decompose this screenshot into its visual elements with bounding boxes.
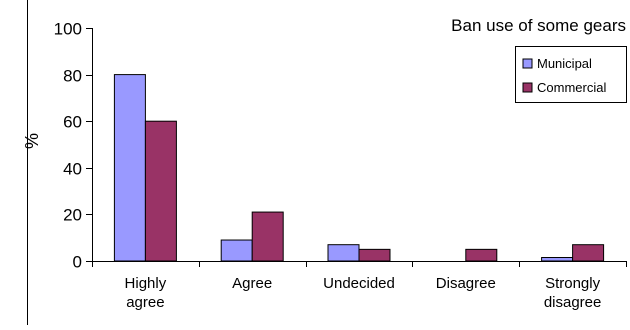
legend-label: Municipal: [537, 56, 592, 71]
y-tick-label: 60: [63, 113, 82, 132]
bar-commercial: [144, 120, 177, 262]
bar-municipal: [220, 239, 253, 262]
x-tick-label: Disagree: [436, 275, 496, 292]
y-tick-label: 20: [63, 206, 82, 225]
axes: 0 20 40 60 80 100 Highly agree Agree Undecided Dis…: [27, 0, 627, 325]
x-tick-label: agree: [126, 294, 164, 311]
legend-swatch: [522, 82, 533, 93]
x-tick-label: Strongly: [545, 275, 601, 292]
bar-commercial: [572, 244, 605, 262]
y-axis-label: %: [22, 133, 42, 149]
y-tick-label: 100: [54, 20, 82, 39]
bar-municipal: [113, 74, 146, 262]
chart-title: Ban use of some gears: [451, 16, 626, 35]
bar-commercial: [465, 248, 498, 262]
labels: Ban use of some gears %: [22, 16, 626, 149]
legend-box: [515, 46, 627, 103]
x-tick-label: Highly: [125, 275, 167, 292]
legend: Municipal Commercial: [515, 46, 627, 103]
bars: [113, 74, 605, 262]
x-tick-label: disagree: [544, 294, 602, 311]
bar-municipal: [327, 244, 360, 262]
y-tick-label: 80: [63, 67, 82, 86]
x-tick-label: Agree: [232, 275, 272, 292]
legend-swatch: [522, 58, 533, 69]
bar-commercial: [251, 211, 284, 262]
y-tick-label: 40: [63, 160, 82, 179]
x-tick-label: Undecided: [323, 275, 395, 292]
legend-label: Commercial: [537, 80, 606, 95]
bar-commercial: [358, 248, 391, 262]
bar-municipal: [541, 257, 574, 262]
y-tick-label: 0: [73, 253, 82, 272]
